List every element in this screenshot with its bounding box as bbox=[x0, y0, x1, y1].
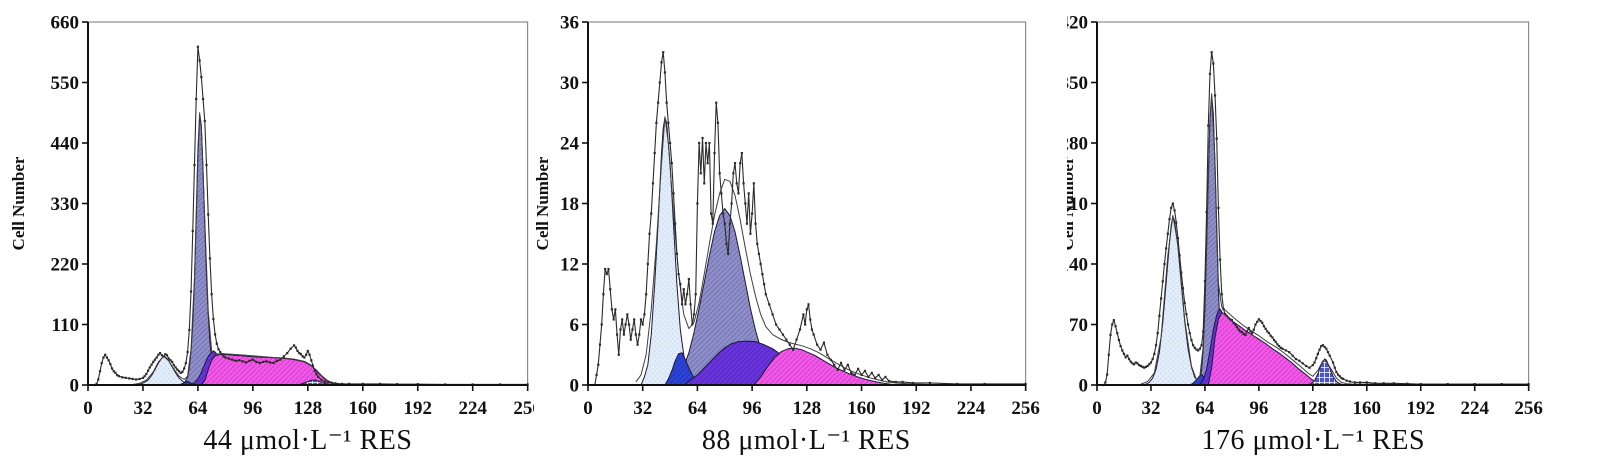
x-axis: 0 32 64 96 128 160 192 224 256 bbox=[83, 384, 534, 419]
y-tick-label: 30 bbox=[560, 73, 579, 94]
x-tick-label: 32 bbox=[633, 398, 652, 419]
y-tick-label: 24 bbox=[560, 134, 579, 155]
chart-caption-2: 88 μmol·L⁻¹ RES bbox=[701, 425, 911, 456]
y-tick-label: 70 bbox=[1069, 315, 1088, 336]
x-tick-label: 32 bbox=[133, 398, 152, 419]
y-tick-label: 220 bbox=[51, 254, 79, 275]
x-tick-label: 96 bbox=[243, 398, 262, 419]
x-tick-label: 64 bbox=[188, 398, 207, 419]
y-tick-label: 0 bbox=[569, 375, 579, 396]
x-tick-label: 64 bbox=[688, 398, 707, 419]
x-tick-label: 192 bbox=[902, 398, 930, 419]
x-tick-label: 0 bbox=[1093, 398, 1103, 419]
y-axis-label: Cell Number bbox=[1067, 156, 1077, 250]
y-axis-label: Cell Number bbox=[534, 156, 552, 250]
y-tick-label: 140 bbox=[1067, 254, 1088, 275]
y-tick-label: 0 bbox=[69, 375, 79, 396]
x-tick-label: 96 bbox=[742, 398, 761, 419]
x-tick-label: 128 bbox=[792, 398, 820, 419]
chart-panel-1: 0 32 64 96 128 160 192 224 256 0 110 220 330 440 550 66… bbox=[0, 0, 534, 473]
plot-box bbox=[87, 21, 529, 386]
y-tick-label: 350 bbox=[1067, 73, 1088, 94]
y-tick-label: 6 bbox=[569, 315, 579, 336]
x-tick-label: 32 bbox=[1142, 398, 1161, 419]
y-tick-label: 330 bbox=[51, 194, 79, 215]
fit-area-magenta bbox=[1207, 311, 1326, 386]
fit-area-magenta bbox=[752, 347, 898, 386]
fit-envelope bbox=[635, 116, 1026, 386]
y-tick-label: 660 bbox=[51, 13, 79, 34]
x-tick-label: 256 bbox=[1515, 398, 1543, 419]
chart-canvas-1: 0 32 64 96 128 160 192 224 256 0 110 220 330 440 550 66… bbox=[9, 13, 534, 419]
chart-panel-2: 0 32 64 96 128 160 192 224 256 0 6 12 18 24 30 36 Cell N… bbox=[534, 0, 1068, 473]
raw-trace bbox=[93, 45, 529, 387]
chart-caption-3: 176 μmol·L⁻¹ RES bbox=[1201, 425, 1426, 456]
y-tick-label: 210 bbox=[1067, 194, 1088, 215]
chart-panel-3: 0 32 64 96 128 160 192 224 256 0 70 140 210 280 350 420… bbox=[1067, 0, 1601, 473]
x-tick-label: 224 bbox=[458, 398, 487, 419]
y-axis: 0 110 220 330 440 550 660 bbox=[51, 13, 88, 396]
x-tick-label: 256 bbox=[513, 398, 533, 419]
y-tick-label: 0 bbox=[1079, 375, 1089, 396]
x-axis: 0 32 64 96 128 160 192 224 256 bbox=[1093, 384, 1543, 419]
x-tick-label: 96 bbox=[1250, 398, 1269, 419]
x-tick-label: 192 bbox=[403, 398, 431, 419]
y-tick-label: 420 bbox=[1067, 13, 1088, 34]
x-tick-label: 160 bbox=[847, 398, 875, 419]
x-tick-label: 0 bbox=[583, 398, 593, 419]
y-tick-label: 12 bbox=[560, 254, 579, 275]
x-tick-label: 160 bbox=[1353, 398, 1381, 419]
x-tick-label: 0 bbox=[83, 398, 93, 419]
x-tick-label: 160 bbox=[349, 398, 377, 419]
x-tick-label: 256 bbox=[1011, 398, 1039, 419]
chart-caption-1: 44 μmol·L⁻¹ RES bbox=[203, 425, 413, 456]
y-tick-label: 110 bbox=[52, 315, 79, 336]
raw-trace bbox=[593, 51, 1027, 387]
chart-canvas-3: 0 32 64 96 128 160 192 224 256 0 70 140 210 280 350 420… bbox=[1067, 13, 1543, 419]
chart-canvas-2: 0 32 64 96 128 160 192 224 256 0 6 12 18 24 30 36 Cell N… bbox=[534, 13, 1040, 419]
x-tick-label: 64 bbox=[1196, 398, 1215, 419]
y-axis: 0 6 12 18 24 30 36 bbox=[560, 13, 588, 396]
x-tick-label: 224 bbox=[1461, 398, 1490, 419]
y-tick-label: 440 bbox=[51, 134, 79, 155]
y-axis: 0 70 140 210 280 350 420 bbox=[1067, 13, 1098, 396]
y-tick-label: 280 bbox=[1067, 134, 1088, 155]
x-tick-label: 128 bbox=[1299, 398, 1327, 419]
x-tick-label: 192 bbox=[1407, 398, 1435, 419]
y-tick-label: 550 bbox=[51, 73, 79, 94]
y-axis-label: Cell Number bbox=[9, 156, 28, 250]
raw-trace bbox=[1102, 51, 1531, 387]
y-tick-label: 36 bbox=[560, 13, 579, 34]
x-tick-label: 128 bbox=[294, 398, 322, 419]
x-axis: 0 32 64 96 128 160 192 224 256 bbox=[583, 384, 1040, 419]
y-tick-label: 18 bbox=[560, 194, 579, 215]
x-tick-label: 224 bbox=[956, 398, 985, 419]
